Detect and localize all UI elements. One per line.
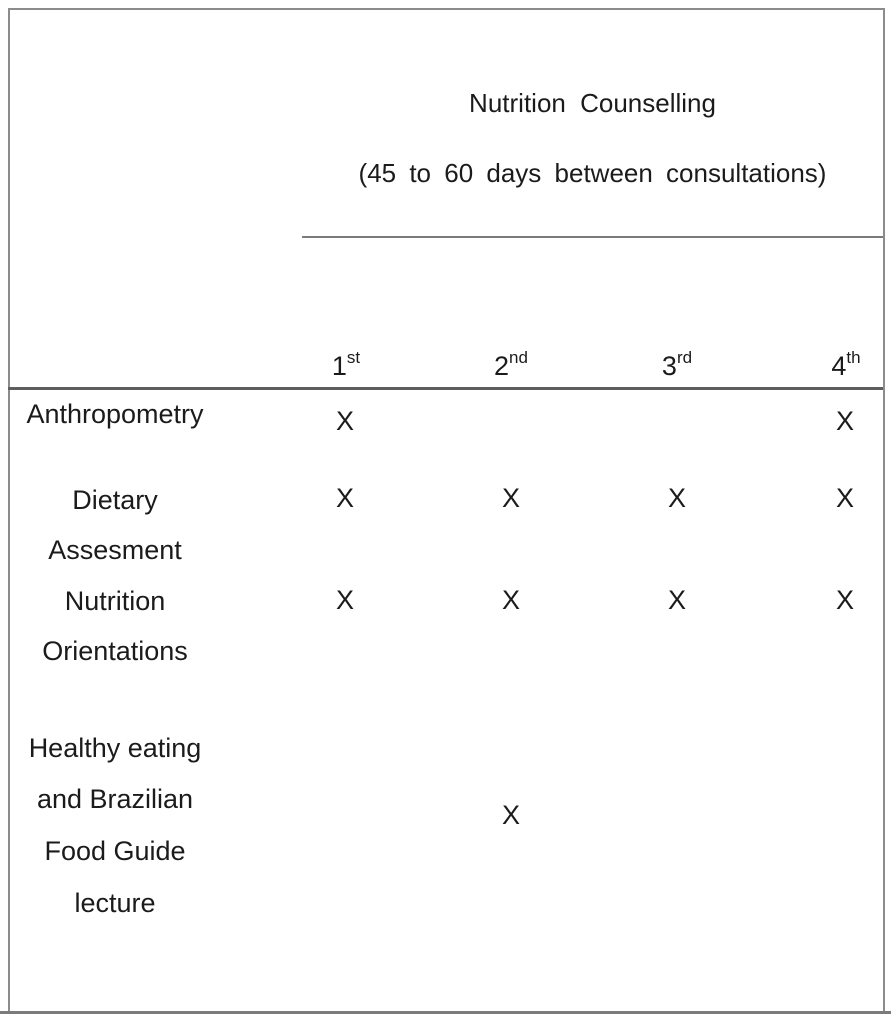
column-header-ordinal: nd (509, 348, 528, 367)
table-frame (8, 8, 885, 1012)
cell-mark: X (835, 406, 854, 436)
cell-mark: X (501, 585, 520, 615)
column-header-1st: 1st (306, 348, 386, 381)
row-label-healthy-eating: Healthy eating (28, 733, 202, 763)
cell-mark: X (335, 406, 354, 436)
header-separator-rule (8, 387, 883, 390)
column-header-number: 3 (661, 351, 677, 381)
table-title: Nutrition Counselling (469, 88, 716, 118)
column-header-number: 4 (831, 351, 847, 381)
column-header-number: 2 (494, 351, 510, 381)
cell-mark: X (667, 585, 686, 615)
cell-mark: X (835, 483, 854, 513)
cell-mark: X (335, 585, 354, 615)
cell-mark: X (835, 585, 854, 615)
row-label-lecture: lecture (74, 888, 156, 918)
column-group-rule (302, 236, 883, 238)
bottom-rule (0, 1011, 891, 1014)
cell-mark: X (667, 483, 686, 513)
column-header-ordinal: th (846, 348, 861, 367)
column-header-number: 1 (331, 351, 347, 381)
column-header-ordinal: st (346, 348, 361, 367)
cell-mark: X (501, 800, 520, 830)
row-label-and-brazilian: and Brazilian (36, 784, 194, 814)
row-label-assesment: Assesment (48, 535, 182, 565)
column-header-ordinal: rd (676, 348, 693, 367)
table-subtitle: (45 to 60 days between consultations) (358, 158, 827, 188)
column-header-4th: 4th (806, 348, 886, 381)
column-header-3rd: 3rd (637, 348, 717, 381)
row-label-orientations: Orientations (42, 636, 188, 666)
row-label-food-guide: Food Guide (44, 836, 186, 866)
row-label-nutrition: Nutrition (64, 586, 166, 616)
row-label-dietary: Dietary (72, 485, 158, 515)
cell-mark: X (335, 483, 354, 513)
column-header-2nd: 2nd (471, 348, 551, 381)
row-label-anthropometry: Anthropometry (26, 399, 204, 429)
cell-mark: X (501, 483, 520, 513)
